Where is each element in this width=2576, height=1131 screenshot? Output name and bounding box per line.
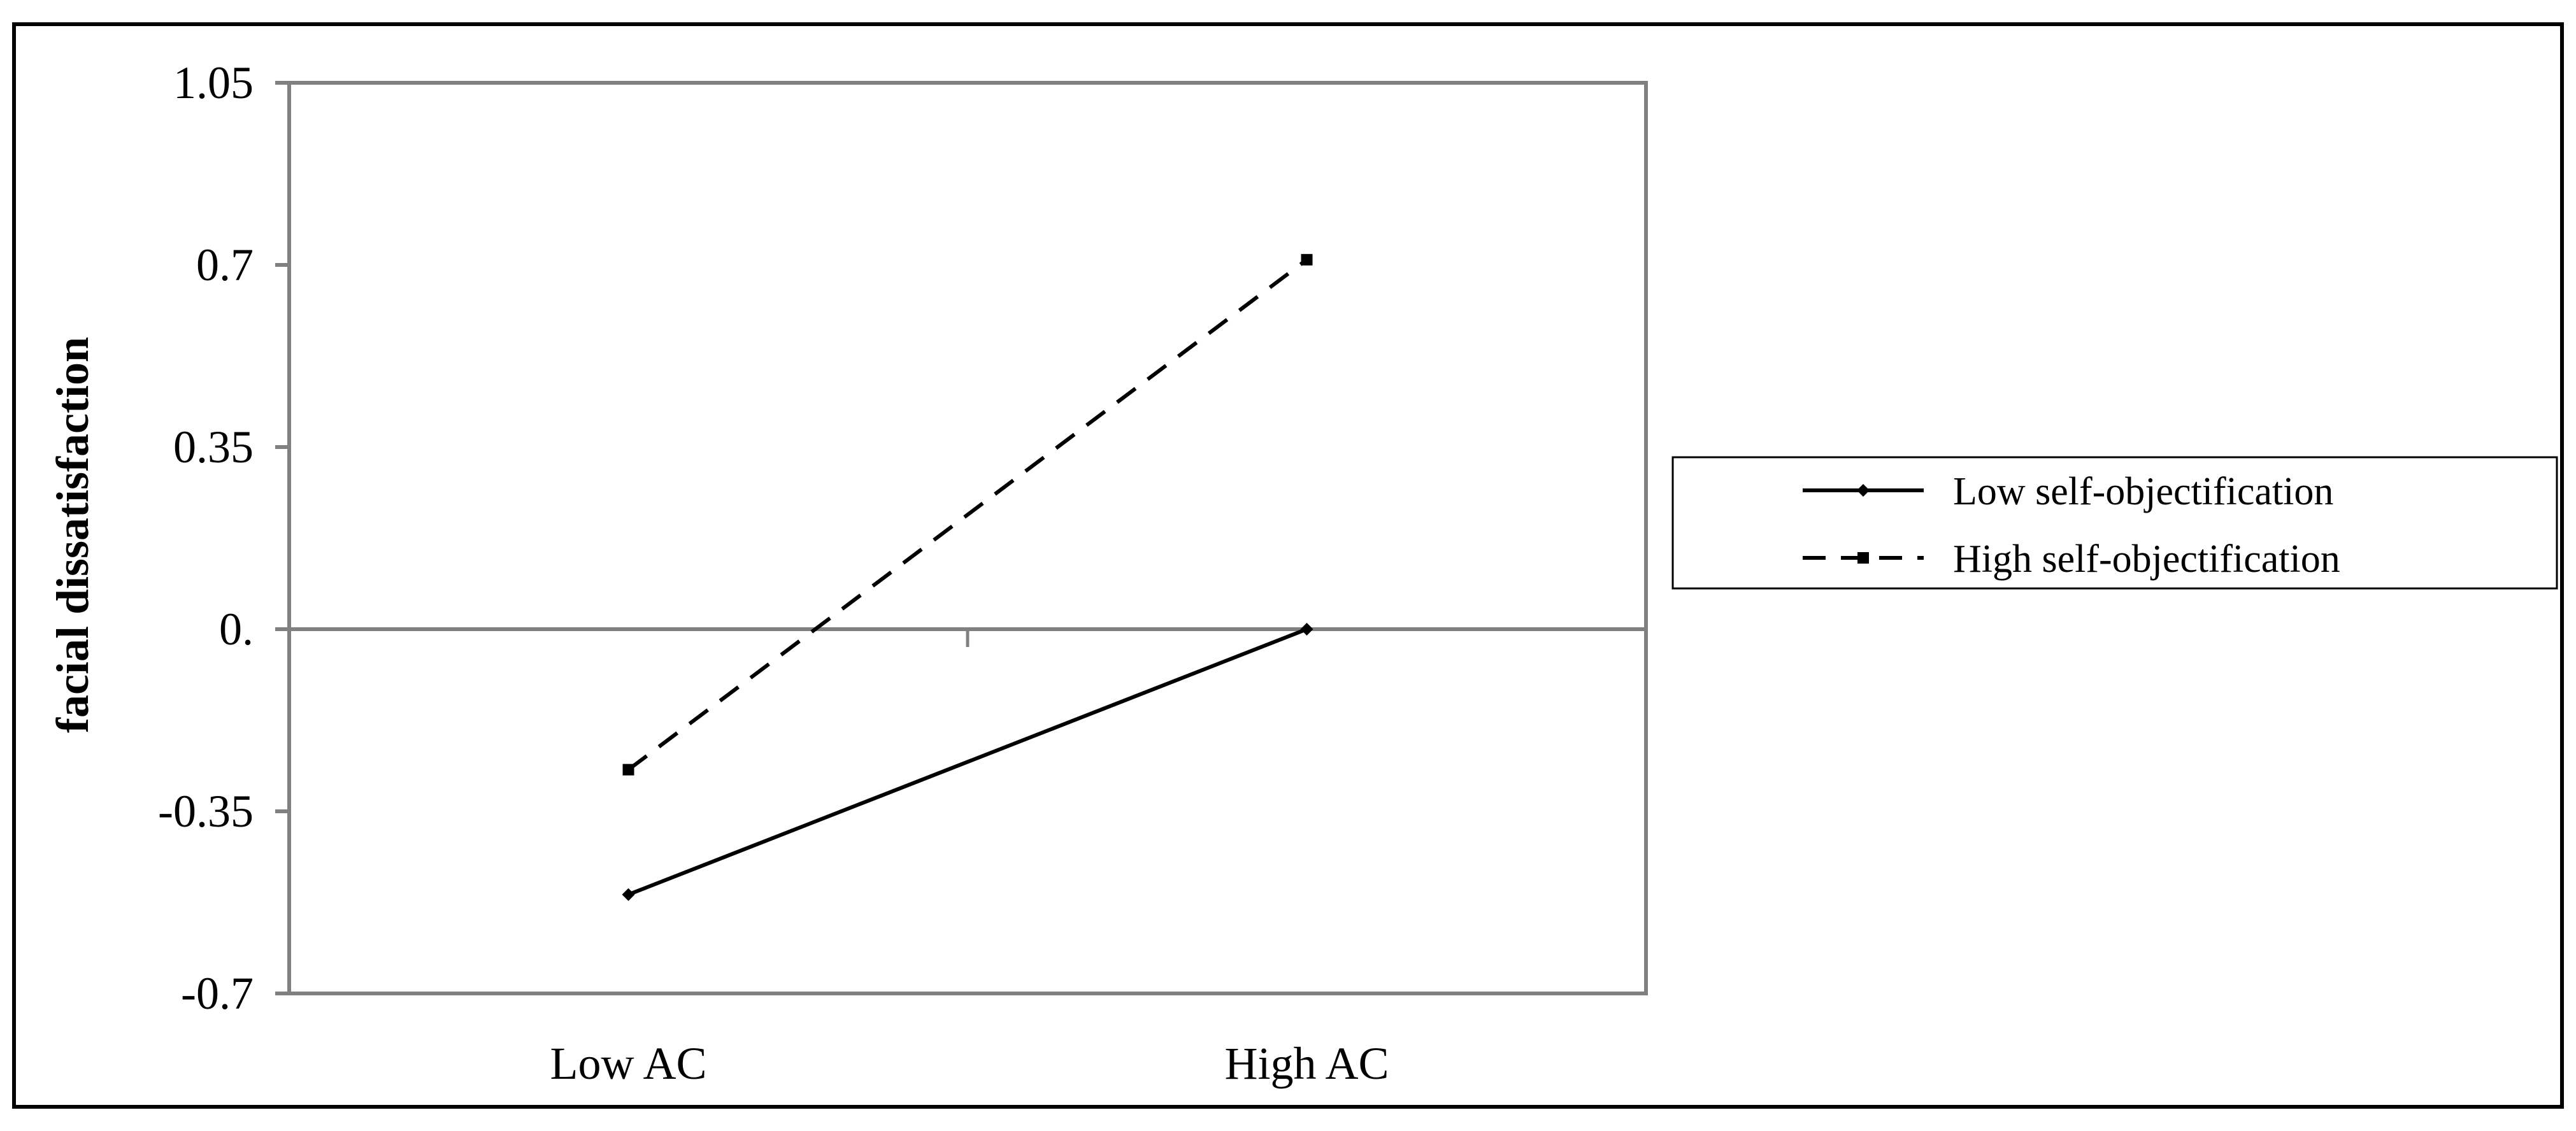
legend: Low self-objectification High self-objec…: [1671, 456, 2558, 590]
plot-area: [287, 81, 1648, 995]
y-axis-label: facial dissatisfaction: [47, 337, 98, 733]
series-line-low: [627, 627, 1308, 897]
legend-label-low: Low self-objectification: [1953, 470, 2333, 513]
y-tick-label: -0.35: [158, 786, 254, 837]
legend-label-high: High self-objectification: [1953, 537, 2340, 581]
series-layer: [622, 253, 1313, 901]
legend-marker-high: [1857, 552, 1869, 564]
data-point-marker: [1301, 253, 1313, 266]
y-tick-label: 0.7: [196, 239, 254, 290]
y-tick-label: 1.05: [173, 57, 254, 108]
legend-marker-low: [1857, 484, 1870, 497]
x-axis-ticks: Low AC High AC: [550, 629, 1389, 1089]
y-axis-ticks: 1.05 0.7 0.35 0. -0.35 -0.7: [158, 57, 1646, 1019]
x-tick-label: Low AC: [550, 1038, 706, 1089]
data-point-marker: [622, 888, 635, 901]
data-point-marker: [622, 764, 634, 776]
legend-box: [1671, 456, 2558, 590]
y-tick-label: 0.: [219, 604, 254, 655]
outer-border: [12, 22, 2564, 1109]
x-tick-label: High AC: [1224, 1038, 1389, 1089]
y-tick-label: 0.35: [173, 422, 254, 473]
series-line-high: [627, 258, 1308, 772]
data-point-marker: [1300, 623, 1313, 636]
y-tick-label: -0.7: [181, 968, 254, 1019]
